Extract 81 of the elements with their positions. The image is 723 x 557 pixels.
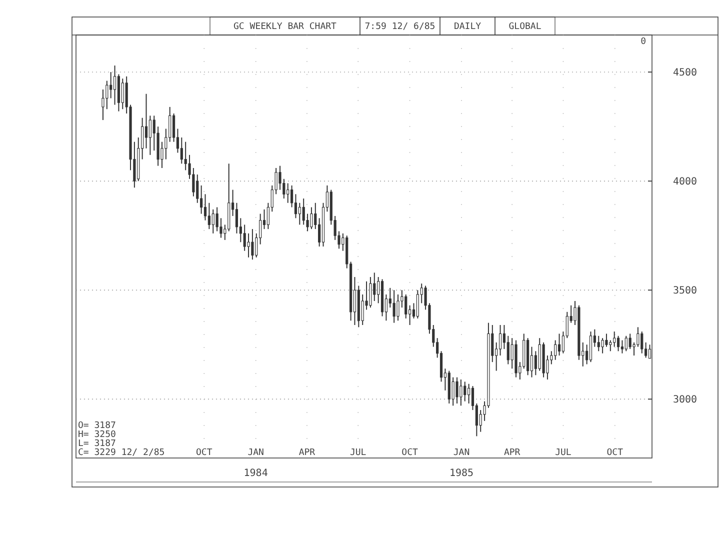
candlestick xyxy=(361,294,364,326)
text: 7:59 12/ 6/85 xyxy=(364,22,436,32)
x-tick-label: OCT xyxy=(196,448,213,458)
candlestick xyxy=(628,333,632,350)
annotation: L= 3187 xyxy=(78,439,116,449)
annotation: O= 3187 xyxy=(78,421,116,431)
y-tick-label: 4000 xyxy=(672,176,698,188)
y-tick-label: 3000 xyxy=(672,394,698,406)
candlestick xyxy=(416,290,419,319)
candlestick xyxy=(601,338,604,354)
candlestick xyxy=(558,333,561,356)
candlestick xyxy=(589,331,592,363)
candlestick xyxy=(113,65,116,106)
text: GLOBAL xyxy=(508,22,542,32)
candlestick xyxy=(216,206,218,232)
candlestick xyxy=(468,383,470,404)
candlestick xyxy=(294,194,298,219)
candlestick xyxy=(538,338,541,372)
candlestick xyxy=(609,340,612,352)
x-tick-label: JAN 1985 xyxy=(449,448,474,479)
x-tick-label: JAN 1984 xyxy=(244,448,268,479)
candlestick xyxy=(144,93,148,149)
candlestick xyxy=(251,228,254,260)
candlestick xyxy=(247,232,250,258)
candlestick xyxy=(605,333,608,348)
x-tick-label: APR xyxy=(298,448,316,458)
candlestick xyxy=(310,206,313,230)
candlestick xyxy=(192,168,195,197)
candlestick xyxy=(196,174,199,204)
candlestick xyxy=(278,165,282,190)
candlestick xyxy=(616,335,620,352)
candlestick xyxy=(148,115,152,156)
candlestick xyxy=(597,335,600,352)
text: DAILY xyxy=(454,22,482,32)
candlestick xyxy=(121,78,124,110)
x-tick-label: APR xyxy=(504,448,521,458)
candlestick xyxy=(302,198,305,226)
candlestick xyxy=(298,202,301,226)
candlestick xyxy=(620,340,624,354)
candlestick xyxy=(404,294,408,319)
x-tick-label: JUL xyxy=(350,448,366,458)
y-tick-label: 4500 xyxy=(672,68,698,79)
candlestick xyxy=(554,340,557,360)
candlestick xyxy=(369,276,372,308)
candlestick xyxy=(373,272,376,302)
candlestick xyxy=(243,224,246,252)
candlestick xyxy=(392,290,396,324)
candlestick xyxy=(640,331,644,354)
candlestick xyxy=(208,202,210,230)
y-tick-label: 3500 xyxy=(672,286,698,297)
annotation: H= 3250 xyxy=(78,430,116,440)
candlestick xyxy=(613,331,616,348)
candlestick xyxy=(479,410,482,432)
candlestick xyxy=(456,376,458,404)
candlestick xyxy=(235,202,238,234)
x-tick-label: OCT xyxy=(402,448,419,458)
candlestick xyxy=(106,80,108,110)
candlestick xyxy=(184,141,187,171)
candlestick xyxy=(460,379,462,406)
chart-title: GC WEEKLY BAR CHART xyxy=(234,22,338,32)
candlestick xyxy=(102,89,104,121)
candlestick xyxy=(220,218,222,238)
candlestick xyxy=(510,338,514,370)
x-tick-label: JUL xyxy=(555,448,572,458)
candlestick xyxy=(506,335,510,365)
candlestick xyxy=(648,344,652,359)
candlestick xyxy=(180,136,183,164)
candlestick xyxy=(110,72,112,99)
x-tick-label: OCT xyxy=(606,448,624,458)
candlestick xyxy=(212,208,214,234)
candlestick xyxy=(464,381,466,402)
candlestick xyxy=(636,326,640,348)
annotation: C= 3229 12/ 2/85 xyxy=(78,448,165,458)
candlestick xyxy=(286,182,290,204)
candlestick xyxy=(396,294,400,322)
annotation: 0 xyxy=(640,37,646,47)
candlestick xyxy=(498,324,502,356)
candlestick xyxy=(624,335,628,352)
candlestick xyxy=(452,376,454,406)
candlestick xyxy=(200,184,203,214)
candlestick xyxy=(204,194,207,221)
